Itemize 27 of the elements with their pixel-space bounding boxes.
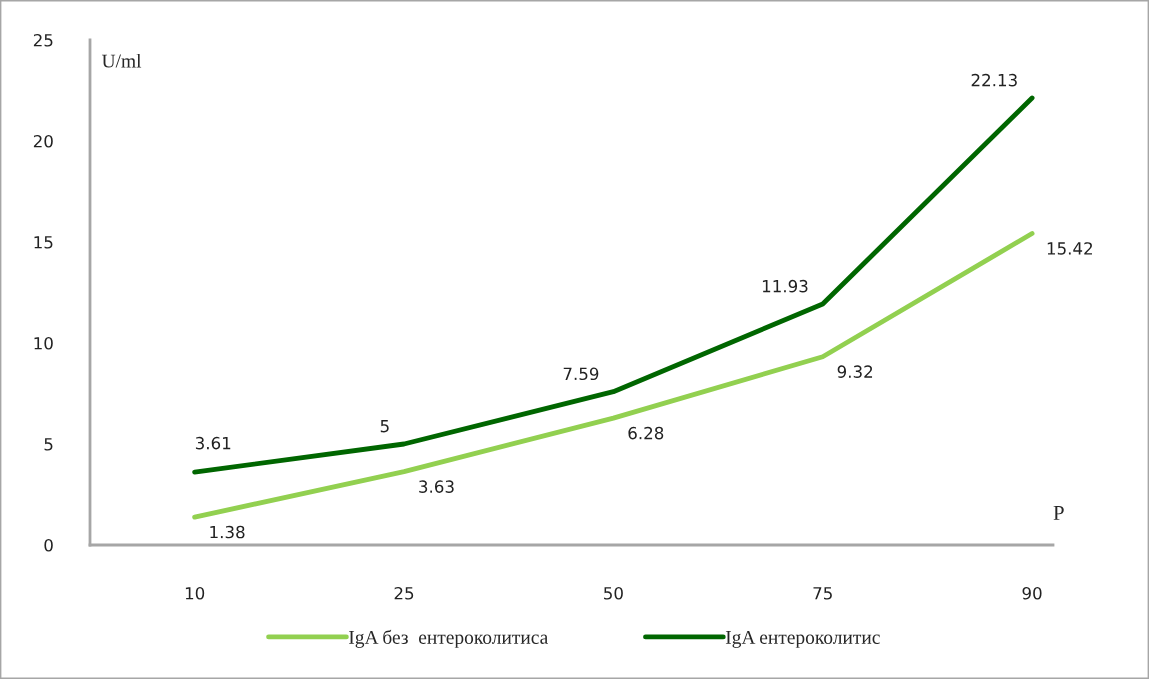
line-series bbox=[192, 95, 1035, 475]
y-tick-label: 5 bbox=[44, 438, 53, 451]
y-tick-label: 0 bbox=[44, 538, 53, 552]
data-label: 6.28 bbox=[628, 426, 664, 440]
x-tick-label: 90 bbox=[1022, 586, 1042, 600]
data-label: 3.61 bbox=[195, 436, 231, 450]
x-axis-title: P bbox=[1053, 506, 1064, 520]
legend-label: IgA ентероколитис bbox=[725, 630, 880, 648]
line-series bbox=[192, 231, 1035, 520]
data-label: 1.38 bbox=[210, 525, 245, 539]
y-tick-label: 25 bbox=[33, 33, 53, 47]
data-label: 15.42 bbox=[1047, 242, 1092, 255]
x-tick-label: 25 bbox=[394, 586, 414, 600]
data-label: 9.32 bbox=[837, 365, 873, 378]
x-tick-label: 10 bbox=[185, 586, 205, 600]
x-tick-label: 50 bbox=[604, 586, 623, 600]
y-axis-title: U/ml bbox=[101, 53, 142, 68]
data-label: 7.59 bbox=[563, 367, 599, 381]
data-label: 5 bbox=[380, 420, 389, 433]
x-tick-label: 75 bbox=[813, 587, 832, 600]
legend-label: IgA без ентероколитиса bbox=[349, 629, 549, 648]
y-tick-label: 15 bbox=[34, 236, 53, 249]
y-tick-label: 10 bbox=[34, 336, 53, 350]
data-label: 3.63 bbox=[419, 480, 454, 493]
y-tick-label: 20 bbox=[33, 134, 53, 148]
data-label: 11.93 bbox=[762, 279, 808, 293]
data-label: 22.13 bbox=[971, 73, 1017, 87]
